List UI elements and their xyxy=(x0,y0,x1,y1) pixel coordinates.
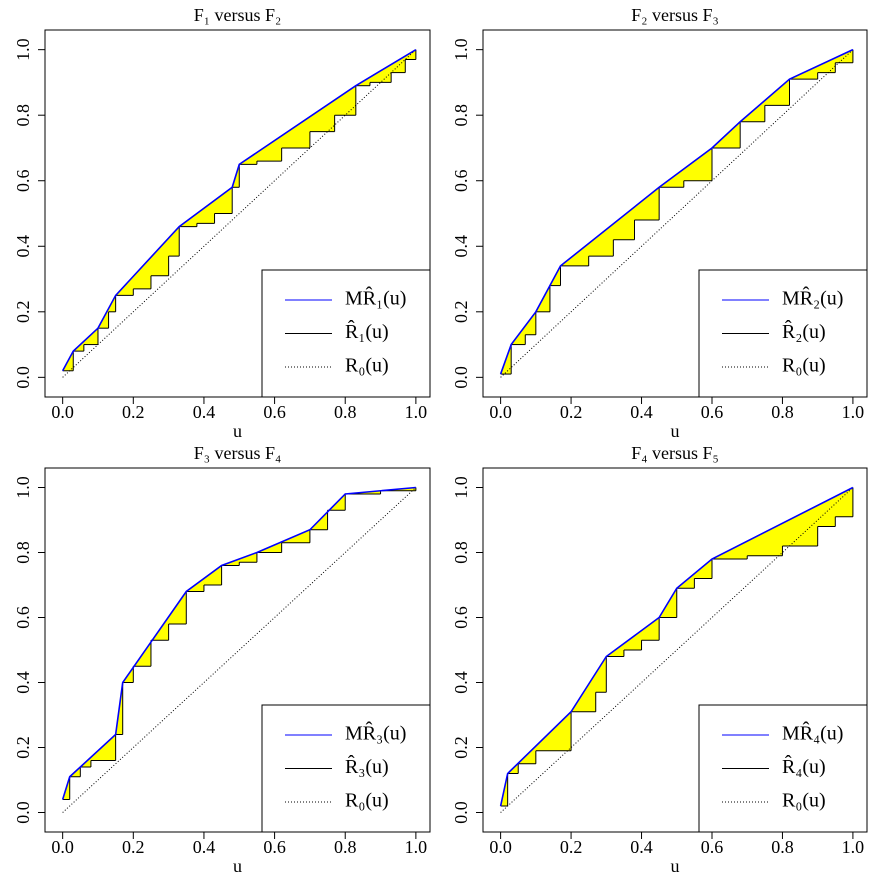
x-tick-label: 1.0 xyxy=(842,837,865,857)
x-tick-label: 1.0 xyxy=(405,402,428,422)
y-tick-label: 0.2 xyxy=(13,301,33,324)
x-tick-label: 1.0 xyxy=(405,837,428,857)
legend-label: MR̂₂(u) xyxy=(782,286,843,310)
x-axis-label: u xyxy=(233,856,242,873)
x-axis-label: u xyxy=(233,421,242,441)
reference-line xyxy=(62,49,417,378)
legend-label: R₀(u) xyxy=(345,355,389,377)
x-tick-label: 0.4 xyxy=(630,402,653,422)
x-axis-label: u xyxy=(671,856,680,873)
x-tick-label: 0.2 xyxy=(560,837,583,857)
y-tick-label: 0.2 xyxy=(451,301,471,324)
y-tick-label: 1.0 xyxy=(13,38,33,61)
y-tick-label: 0.6 xyxy=(13,169,33,192)
x-tick-label: 0.8 xyxy=(334,402,357,422)
panel-title: F₁ versus F₂ xyxy=(194,5,282,25)
x-tick-label: 0.0 xyxy=(51,837,74,857)
legend-label: R₀(u) xyxy=(345,790,389,812)
x-tick-label: 0.6 xyxy=(701,837,724,857)
plot-frame xyxy=(482,467,868,833)
y-tick-label: 0.6 xyxy=(451,606,471,629)
panel: F₁ versus F₂ u 0.0 0.2 0.4 0.6 0.8 1.0 0.0 0.2 0.4… xyxy=(13,5,431,441)
legend-label: R̂₂(u) xyxy=(782,319,826,343)
panel-title: F₂ versus F₃ xyxy=(631,5,719,25)
curve xyxy=(499,48,854,375)
y-tick-label: 1.0 xyxy=(451,476,471,499)
x-tick-label: 0.8 xyxy=(771,402,794,422)
y-tick-label: 0.6 xyxy=(451,169,471,192)
y-tick-label: 0.0 xyxy=(451,366,471,389)
legend-label: R̂₃(u) xyxy=(345,754,389,778)
y-tick-label: 0.8 xyxy=(13,541,33,564)
x-tick-label: 0.6 xyxy=(263,402,286,422)
y-tick-label: 0.4 xyxy=(13,671,33,694)
y-tick-label: 1.0 xyxy=(13,476,33,499)
y-tick-label: 0.0 xyxy=(451,801,471,824)
reference-line xyxy=(500,487,854,813)
plot-frame xyxy=(44,467,431,833)
x-tick-label: 0.4 xyxy=(630,837,653,857)
gap-fill xyxy=(500,487,853,806)
panel: F₄ versus F₅ u 0.0 0.2 0.4 0.6 0.8 1.0 0.0 0.2 0.4… xyxy=(451,443,868,873)
gap-fill xyxy=(62,49,416,371)
y-tick-label: 0.4 xyxy=(13,235,33,258)
legend-label: R̂₄(u) xyxy=(782,754,826,778)
x-tick-label: 0.2 xyxy=(122,402,145,422)
y-tick-label: 0.4 xyxy=(451,235,471,258)
panel: F₃ versus F₄ u 0.0 0.2 0.4 0.6 0.8 1.0 0.0 0.2 0.4… xyxy=(13,443,431,873)
y-tick-label: 0.0 xyxy=(13,801,33,824)
panel-title: F₄ versus F₅ xyxy=(631,443,719,463)
y-tick-label: 0.2 xyxy=(451,736,471,759)
x-tick-label: 1.0 xyxy=(842,402,865,422)
y-tick-label: 0.6 xyxy=(13,606,33,629)
legend-label: MR̂₃(u) xyxy=(345,721,406,745)
plot-frame xyxy=(482,29,868,398)
legend-label: MR̂₄(u) xyxy=(782,721,843,745)
y-tick-label: 0.8 xyxy=(451,104,471,127)
x-tick-label: 0.0 xyxy=(51,402,74,422)
x-tick-label: 0.8 xyxy=(771,837,794,857)
x-axis-label: u xyxy=(671,421,680,441)
legend-label: R̂₁(u) xyxy=(345,319,389,343)
curve xyxy=(61,486,416,800)
x-tick-label: 0.6 xyxy=(701,402,724,422)
panel: F₂ versus F₃ u 0.0 0.2 0.4 0.6 0.8 1.0 0.0 0.2 0.4… xyxy=(451,5,868,441)
x-tick-label: 0.4 xyxy=(193,402,216,422)
x-tick-label: 0.6 xyxy=(263,837,286,857)
x-tick-label: 0.8 xyxy=(334,837,357,857)
legend-label: MR̂₁(u) xyxy=(345,286,406,310)
panel-title: F₃ versus F₄ xyxy=(194,443,282,463)
y-tick-label: 1.0 xyxy=(451,38,471,61)
curve xyxy=(61,48,417,372)
legend-label: R₀(u) xyxy=(782,355,826,377)
y-tick-label: 0.8 xyxy=(451,541,471,564)
x-tick-label: 0.0 xyxy=(489,402,512,422)
x-tick-label: 0.0 xyxy=(489,837,512,857)
legend-label: R₀(u) xyxy=(782,790,826,812)
reference-line xyxy=(62,487,417,813)
reference-line xyxy=(500,49,854,378)
x-tick-label: 0.4 xyxy=(193,837,216,857)
y-tick-label: 0.8 xyxy=(13,104,33,127)
x-tick-label: 0.2 xyxy=(560,402,583,422)
y-tick-label: 0.4 xyxy=(451,671,471,694)
plot-frame xyxy=(44,29,431,398)
x-tick-label: 0.2 xyxy=(122,837,145,857)
y-tick-label: 0.2 xyxy=(13,736,33,759)
curve xyxy=(499,486,854,807)
y-tick-label: 0.0 xyxy=(13,366,33,389)
